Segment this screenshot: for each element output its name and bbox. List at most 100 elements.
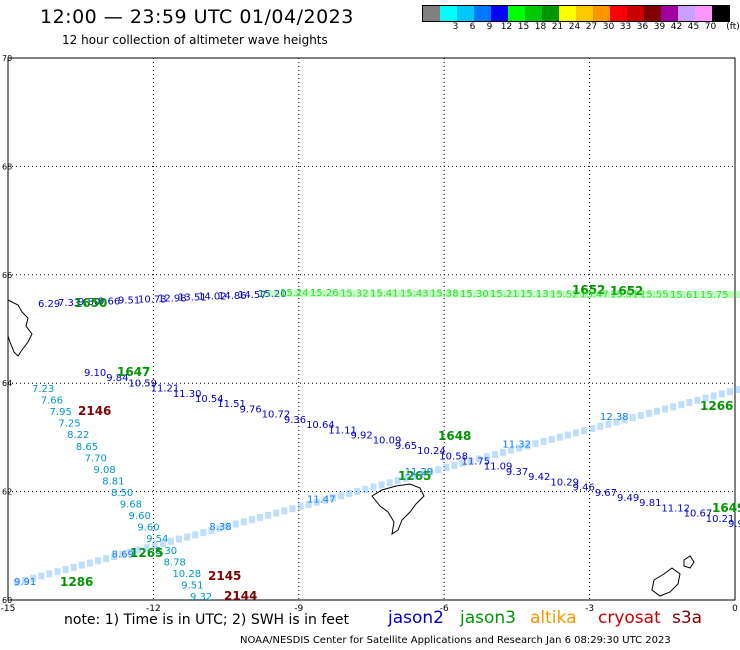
track-trace <box>710 392 717 400</box>
track-label-green: 15.13 <box>520 289 549 300</box>
track-trace <box>569 290 576 298</box>
track-trace <box>679 290 686 298</box>
track-trace <box>397 290 404 298</box>
track-label-blue: 11.12 <box>661 503 690 514</box>
track-trace <box>386 479 393 487</box>
legend-swatch <box>508 6 525 21</box>
track-label-cyan: 11.29 <box>405 467 434 478</box>
track-trace <box>521 290 528 298</box>
track-trace <box>62 565 69 573</box>
track-label-blue: 10.59 <box>128 378 157 389</box>
legend-label: 30 <box>602 22 615 32</box>
track-trace <box>662 405 669 413</box>
track-label-blue: 11.21 <box>151 384 180 395</box>
track-label-blue: 10.72 <box>262 410 291 421</box>
track-time-label: 1265 <box>398 469 431 483</box>
track-trace <box>390 290 397 298</box>
track-trace <box>418 290 425 298</box>
track-trace <box>621 416 628 424</box>
track-trace <box>354 487 361 495</box>
track-label-cyan: 8.30 <box>155 546 177 557</box>
track-trace <box>548 435 555 443</box>
track-trace <box>329 494 336 502</box>
track-trace <box>349 290 356 298</box>
track-trace <box>524 442 531 450</box>
legend-swatch <box>644 6 661 21</box>
track-label-blue: 11.30 <box>173 389 202 400</box>
legend-label: 3 <box>452 22 459 32</box>
track-trace <box>297 503 304 511</box>
track-trace <box>78 561 85 569</box>
page-title: 12:00 — 23:59 UTC 01/04/2023 <box>40 6 354 28</box>
legend-swatch <box>593 6 610 21</box>
legend-unit: (ft) <box>726 22 740 32</box>
legend-label: 70 <box>704 22 717 32</box>
legend-label: 6 <box>469 22 476 32</box>
track-trace <box>735 386 740 393</box>
track-label-blue: 10.58 <box>439 451 468 462</box>
track-trace <box>22 576 29 584</box>
track-time-label: 1650 <box>74 296 107 310</box>
track-trace <box>702 394 709 402</box>
track-label-green: 15.24 <box>280 288 309 299</box>
track-trace <box>572 429 579 437</box>
track-trace <box>728 290 735 298</box>
track-trace <box>508 446 515 454</box>
track-trace <box>127 548 134 556</box>
track-trace <box>562 290 569 298</box>
track-label-blue: 9.37 <box>506 467 528 478</box>
track-trace <box>666 290 673 298</box>
track-trace <box>631 290 638 298</box>
track-trace <box>216 524 223 532</box>
track-label-cyan: 9.91 <box>14 577 36 588</box>
x-tick-label: 0 <box>732 604 738 614</box>
track-trace <box>265 511 272 519</box>
track-trace <box>119 550 126 558</box>
track-label-cyan: 8.38 <box>209 522 231 533</box>
track-trace <box>54 568 61 576</box>
track-trace <box>308 290 315 298</box>
track-label-blue: 12.98 <box>158 294 187 305</box>
track-time-label: 1266 <box>700 399 733 413</box>
track-trace <box>321 496 328 504</box>
track-trace <box>491 451 498 459</box>
track-label-blue: 7.33 <box>58 298 80 309</box>
track-trace <box>589 425 596 433</box>
shetland-islet <box>683 555 695 569</box>
legend-swatch <box>542 6 559 21</box>
track-trace <box>378 481 385 489</box>
mission-altika: altika <box>530 608 577 628</box>
track-trace <box>370 483 377 491</box>
track-trace <box>549 290 556 298</box>
track-label-blue: 9.36 <box>284 415 306 426</box>
track-label-cyan: 7.23 <box>32 384 54 395</box>
track-trace <box>111 552 118 560</box>
note-text: note: 1) Time is in UTC; 2) SWH is in fe… <box>64 612 350 628</box>
mission-jason3: jason3 <box>460 608 516 628</box>
track-label-blue: 10.21 <box>706 514 735 525</box>
y-tick-label: 68 <box>2 162 12 171</box>
track-trace <box>707 290 714 298</box>
track-trace <box>540 438 547 446</box>
track-trace <box>451 461 458 469</box>
track-label-cyan: 7.25 <box>58 419 80 430</box>
legend-swatch <box>712 6 729 21</box>
track-time-label: 1649 <box>712 501 740 515</box>
track-label-blue: 9.9 <box>728 519 740 530</box>
iceland-coast <box>7 299 33 357</box>
track-trace <box>487 290 494 298</box>
track-trace <box>659 290 666 298</box>
legend-swatch <box>474 6 491 21</box>
legend-label: 12 <box>500 22 513 32</box>
track-label-blue: 11.75 <box>462 457 491 468</box>
legend-label: 45 <box>687 22 700 32</box>
track-trace <box>597 290 604 298</box>
track-time-label: 1652 <box>572 283 605 297</box>
track-label-cyan: 8.65 <box>76 442 98 453</box>
track-trace <box>576 290 583 298</box>
track-trace <box>617 290 624 298</box>
track-trace <box>475 455 482 463</box>
track-trace <box>38 572 45 580</box>
track-trace <box>377 290 384 298</box>
track-trace <box>370 290 377 298</box>
